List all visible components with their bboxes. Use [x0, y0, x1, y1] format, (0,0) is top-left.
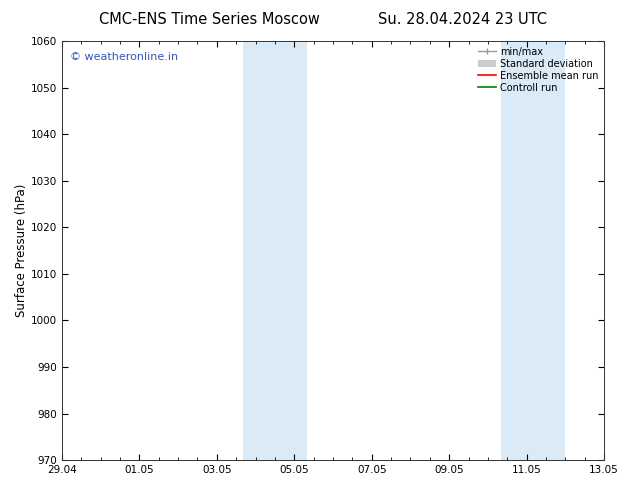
Text: CMC-ENS Time Series Moscow: CMC-ENS Time Series Moscow	[99, 12, 320, 27]
Text: Su. 28.04.2024 23 UTC: Su. 28.04.2024 23 UTC	[378, 12, 547, 27]
Text: © weatheronline.in: © weatheronline.in	[70, 51, 178, 62]
Bar	[243, 41, 307, 460]
Bar	[501, 41, 566, 460]
Legend: min/max, Standard deviation, Ensemble mean run, Controll run: min/max, Standard deviation, Ensemble me…	[476, 44, 601, 96]
Y-axis label: Surface Pressure (hPa): Surface Pressure (hPa)	[15, 184, 28, 318]
